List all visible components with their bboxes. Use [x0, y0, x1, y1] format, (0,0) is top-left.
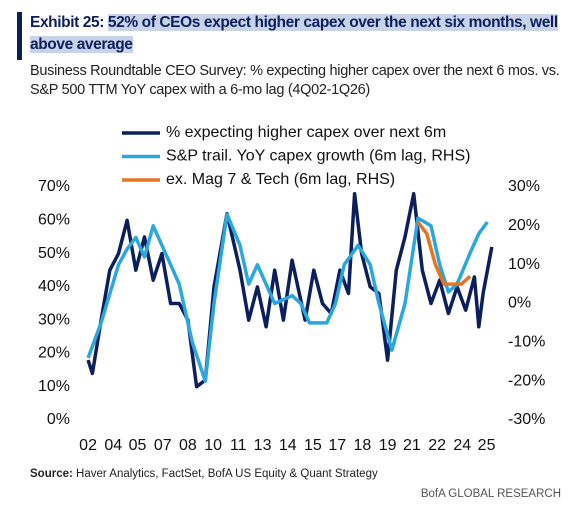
y2-tick-label: 10% — [508, 256, 540, 273]
x-tick-label: 14 — [279, 437, 297, 454]
title-label: Exhibit 25: — [30, 14, 104, 31]
x-tick-label: 22 — [428, 437, 446, 454]
x-tick-label: 21 — [403, 437, 421, 454]
y2-tick-label: -10% — [508, 334, 545, 351]
x-tick-label: 18 — [354, 437, 372, 454]
y2-tick-label: -30% — [508, 411, 545, 428]
y-tick-label: 60% — [38, 212, 70, 229]
y-tick-label: 50% — [38, 245, 70, 262]
y-tick-label: 40% — [38, 278, 70, 295]
y-tick-label: 30% — [38, 311, 70, 328]
x-tick-label: 13 — [254, 437, 272, 454]
series-line — [86, 212, 489, 383]
legend-label: ex. Mag 7 & Tech (6m lag, RHS) — [166, 171, 395, 188]
source-block: Source: Haver Analytics, FactSet, BofA U… — [30, 468, 378, 480]
title-accent — [17, 12, 22, 60]
x-tick-label: 19 — [379, 437, 397, 454]
y2-tick-label: 0% — [508, 295, 531, 312]
y-tick-label: 0% — [47, 411, 70, 428]
x-tick-label: 02 — [79, 437, 97, 454]
legend-label: S&P trail. YoY capex growth (6m lag, RHS… — [166, 148, 470, 165]
x-tick-label: 07 — [154, 437, 172, 454]
x-tick-label: 17 — [328, 437, 346, 454]
title-block: Exhibit 25: 52% of CEOs expect higher ca… — [30, 12, 560, 56]
legend-label: % expecting higher capex over next 6m — [166, 124, 446, 141]
x-tick-label: 04 — [104, 437, 122, 454]
x-tick-label: 24 — [453, 437, 471, 454]
series-line — [416, 220, 472, 286]
source-label: Source: — [30, 468, 73, 480]
x-tick-label: 10 — [204, 437, 222, 454]
footer: BofA GLOBAL RESEARCH — [420, 488, 561, 500]
y-tick-label: 70% — [38, 178, 70, 195]
chart-subtitle: Business Roundtable CEO Survey: % expect… — [30, 63, 560, 98]
x-tick-label: 25 — [478, 437, 496, 454]
x-tick-label: 15 — [304, 437, 322, 454]
chart: 0% 10% 20% 30% 40% 50% 60% 70% -30% -20% -10% 0% 10%… — [38, 124, 545, 454]
y2-tick-label: 20% — [508, 217, 540, 234]
y2-tick-label: -20% — [508, 372, 545, 389]
y-tick-label: 10% — [38, 378, 70, 395]
x-tick-label: 05 — [129, 437, 147, 454]
y-tick-label: 20% — [38, 345, 70, 362]
x-tick-label: 08 — [179, 437, 197, 454]
x-tick-label: 11 — [230, 437, 247, 454]
y2-tick-label: 30% — [508, 178, 540, 195]
series-line — [86, 191, 494, 389]
source: Haver Analytics, FactSet, BofA US Equity… — [76, 468, 378, 480]
